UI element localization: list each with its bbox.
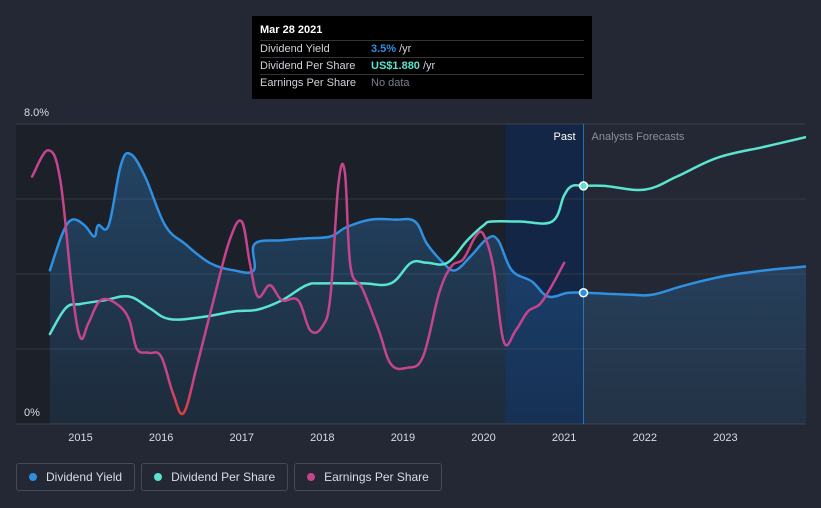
- tooltip-unit: /yr: [399, 43, 412, 55]
- past-label: Past: [553, 131, 575, 143]
- tooltip-label: Earnings Per Share: [260, 77, 356, 89]
- legend-label: Dividend Per Share: [171, 470, 276, 484]
- highlight-point: [578, 181, 589, 191]
- legend-item-dividend-per-share[interactable]: Dividend Per Share: [141, 463, 289, 491]
- legend-dot-icon: [29, 473, 37, 481]
- y-axis-bottom-label: 0%: [24, 407, 40, 419]
- x-tick-label: 2021: [552, 432, 576, 444]
- tooltip-unit: /yr: [422, 60, 436, 72]
- legend-dot-icon: [154, 473, 163, 481]
- x-tick-label: 2016: [149, 432, 173, 444]
- y-axis-top-label: 8.0%: [24, 107, 49, 119]
- legend-item-dividend-yield[interactable]: Dividend Yield: [16, 463, 136, 491]
- legend-label: Earnings Per Share: [324, 470, 429, 484]
- tooltip-value: 3.5%: [371, 43, 397, 55]
- x-tick-label: 2022: [633, 432, 657, 444]
- forecast-label: Analysts Forecasts: [592, 131, 685, 143]
- tooltip: Mar 28 2021 Dividend Yield 3.5% /yr Divi…: [252, 16, 592, 99]
- dividend-yield-line: [48, 151, 806, 299]
- dividend-yield-area: [49, 153, 806, 425]
- legend-label: Dividend Yield: [46, 470, 123, 484]
- legend-dot-icon: [307, 473, 316, 481]
- tooltip-value: US$1.880: [371, 60, 420, 72]
- x-tick-label: 2018: [310, 432, 334, 444]
- dividend-per-share-line: [48, 135, 806, 336]
- tooltip-row-earnings-per-share: Earnings Per Share No data: [260, 74, 584, 91]
- tooltip-label: Dividend Yield: [260, 43, 330, 55]
- tooltip-date: Mar 28 2021: [260, 24, 323, 36]
- legend: Dividend Yield Dividend Per Share Earnin…: [16, 463, 442, 491]
- tooltip-label: Dividend Per Share: [260, 60, 356, 72]
- x-tick-label: 2015: [68, 432, 92, 444]
- x-tick-label: 2023: [713, 432, 737, 444]
- tooltip-row-dividend-yield: Dividend Yield 3.5% /yr: [260, 40, 584, 57]
- tooltip-row-dividend-per-share: Dividend Per Share US$1.880 /yr: [260, 57, 584, 74]
- chart: 8.0% 0% 2015 2016 2017 2018 2019 2020 2021 2022 20…: [16, 107, 806, 444]
- highlight-point: [578, 288, 589, 298]
- x-tick-label: 2019: [391, 432, 415, 444]
- x-tick-label: 2017: [229, 432, 253, 444]
- legend-item-earnings-per-share[interactable]: Earnings Per Share: [294, 463, 442, 491]
- tooltip-value: No data: [371, 77, 410, 89]
- earnings-per-share-line: [30, 149, 566, 416]
- x-tick-label: 2020: [471, 432, 495, 444]
